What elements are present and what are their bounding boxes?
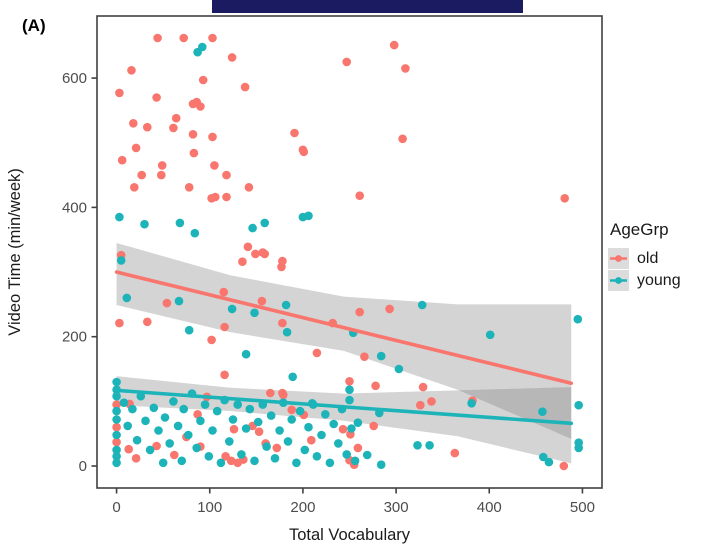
svg-text:200: 200 — [62, 329, 87, 346]
legend-key-old-icon — [608, 247, 629, 269]
svg-text:300: 300 — [384, 499, 409, 516]
svg-text:0: 0 — [112, 499, 120, 516]
y-axis-title: Video Time (min/week) — [6, 168, 24, 336]
x-axis-title: Total Vocabulary — [289, 526, 411, 544]
legend-item-young: young — [608, 269, 681, 291]
svg-text:500: 500 — [570, 499, 595, 516]
legend-key-young-icon — [608, 269, 629, 291]
svg-text:400: 400 — [477, 499, 502, 516]
svg-text:0: 0 — [79, 458, 87, 475]
svg-text:600: 600 — [62, 70, 87, 87]
legend-label-old: old — [637, 249, 659, 267]
redaction-bar — [212, 0, 523, 13]
legend-title: AgeGrp — [610, 220, 669, 239]
legend-label-young: young — [637, 271, 681, 289]
svg-text:400: 400 — [62, 199, 87, 216]
svg-text:100: 100 — [197, 499, 222, 516]
legend: AgeGrp old young — [608, 220, 681, 291]
panel-label: (A) — [22, 16, 46, 35]
svg-text:200: 200 — [290, 499, 315, 516]
legend-item-old: old — [608, 247, 681, 269]
